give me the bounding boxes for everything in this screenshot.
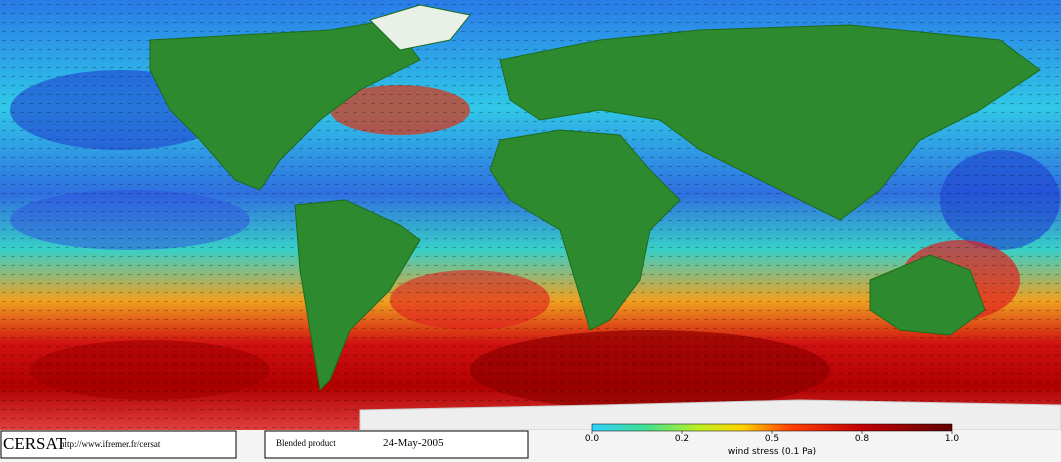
land — [149, 4, 1061, 431]
colorbar-tick-label: 1.0 — [945, 434, 960, 444]
colorbar-tick-label: 0.0 — [585, 434, 600, 444]
colorbar-label: wind stress (0.1 Pa) — [728, 447, 816, 457]
colorbar-tick-label: 0.2 — [675, 434, 689, 444]
colorbar — [591, 423, 953, 432]
colorbar-tick-label: 0.8 — [855, 434, 870, 444]
logo-box — [0, 430, 237, 459]
product: Blended product — [276, 438, 336, 448]
colorbar-tick-label: 0.5 — [765, 434, 779, 444]
product-box — [264, 430, 529, 459]
logo: CERSAT — [3, 434, 67, 453]
url: http://www.ifremer.fr/cersat — [60, 439, 161, 449]
date: 24-May-2005 — [383, 437, 444, 449]
